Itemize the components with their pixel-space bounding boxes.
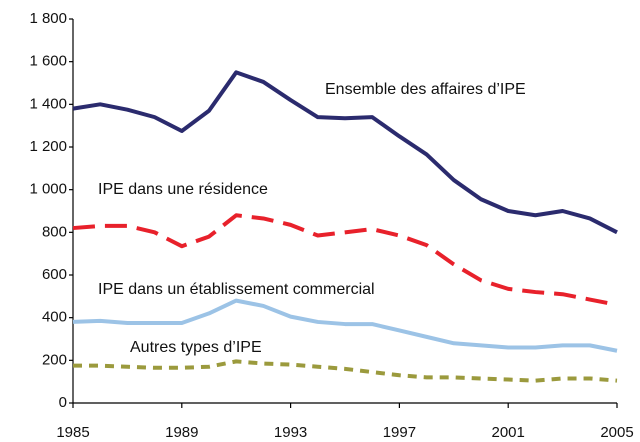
x-tick-label: 1985 bbox=[56, 424, 89, 441]
series-label: IPE dans une résidence bbox=[98, 181, 268, 198]
series-line bbox=[73, 359, 618, 383]
y-tick-label: 1 400 bbox=[29, 95, 67, 112]
y-tick-label: 1 000 bbox=[29, 181, 67, 198]
y-tick-label: 200 bbox=[42, 351, 67, 368]
y-tick-label: 800 bbox=[42, 223, 67, 240]
series-line bbox=[72, 70, 618, 235]
x-tick-label: 1989 bbox=[165, 424, 198, 441]
y-tick-label: 1 600 bbox=[29, 53, 67, 70]
y-tick-label: 1 800 bbox=[29, 10, 67, 27]
y-tick-label: 400 bbox=[42, 309, 67, 326]
x-tick-label: 1993 bbox=[274, 424, 307, 441]
series-label: Ensemble des affaires d’IPE bbox=[325, 81, 526, 98]
x-tick-label: 2005 bbox=[600, 424, 633, 441]
y-tick-label: 0 bbox=[59, 394, 67, 411]
x-tick-label: 1997 bbox=[383, 424, 416, 441]
x-tick-label: 2001 bbox=[492, 424, 525, 441]
series-line bbox=[72, 298, 618, 353]
series-label: IPE dans un établissement commercial bbox=[98, 281, 375, 298]
y-tick-label: 1 200 bbox=[29, 138, 67, 155]
y-tick-label: 600 bbox=[42, 266, 67, 283]
series-line bbox=[72, 213, 618, 307]
series-label: Autres types d’IPE bbox=[130, 339, 262, 356]
